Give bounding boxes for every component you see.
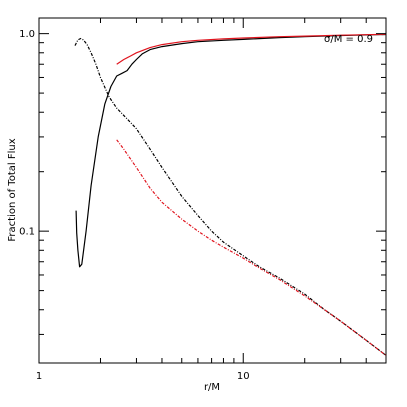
sigma-annotation: σ/M = 0.9 — [324, 34, 373, 45]
y-tick-label: 1.0 — [19, 29, 35, 40]
plot-area — [74, 33, 387, 356]
series-line-2 — [116, 33, 387, 65]
y-axis-label: Fraction of Total Flux — [7, 138, 18, 241]
series-line-4 — [116, 139, 387, 356]
series-line-3 — [74, 37, 387, 356]
series-line-1 — [75, 33, 387, 268]
x-tick-label: 1 — [36, 371, 42, 382]
x-tick-label: 10 — [237, 371, 250, 382]
x-axis-label: r/M — [204, 382, 220, 393]
axis-ticks: 1 10 0.1 1.0 — [19, 18, 387, 382]
plot-frame — [38, 17, 387, 364]
y-tick-label: 0.1 — [19, 227, 35, 238]
